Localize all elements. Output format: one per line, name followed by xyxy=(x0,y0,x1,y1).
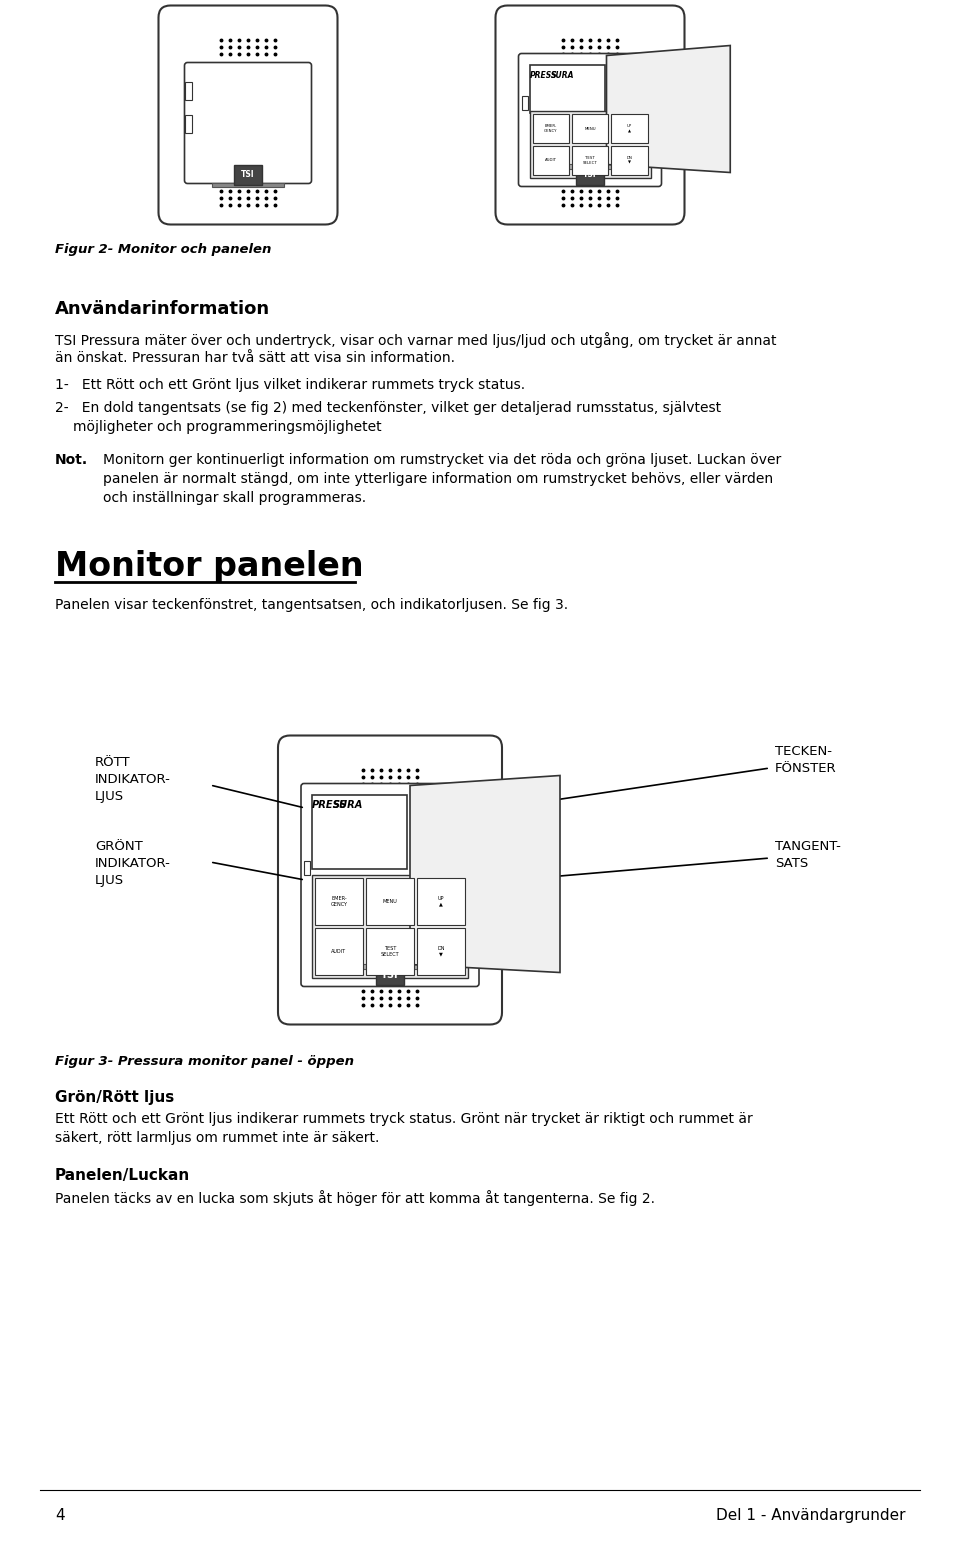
Bar xyxy=(234,164,262,184)
Bar xyxy=(376,964,404,984)
Bar xyxy=(366,878,414,925)
Text: TSI Pressura mäter över och undertryck, visar och varnar med ljus/ljud och utgån: TSI Pressura mäter över och undertryck, … xyxy=(55,332,777,348)
Text: INDIKATOR-: INDIKATOR- xyxy=(95,857,171,870)
Text: säkert, rött larmljus om rummet inte är säkert.: säkert, rött larmljus om rummet inte är … xyxy=(55,1131,379,1145)
Bar xyxy=(521,96,527,110)
Text: UP
▲: UP ▲ xyxy=(438,896,444,907)
Text: 2-   En dold tangentsats (se fig 2) med teckenfönster, vilket ger detaljerad rum: 2- En dold tangentsats (se fig 2) med te… xyxy=(55,402,721,416)
Bar xyxy=(612,114,647,144)
Text: EMER-
GENCY: EMER- GENCY xyxy=(330,896,348,907)
Text: 4: 4 xyxy=(55,1508,64,1523)
Bar xyxy=(184,82,191,100)
Bar xyxy=(366,929,414,975)
Polygon shape xyxy=(410,776,560,972)
Text: LJUS: LJUS xyxy=(95,789,124,803)
Text: Panelen/Luckan: Panelen/Luckan xyxy=(55,1168,190,1183)
Text: Figur 2- Monitor och panelen: Figur 2- Monitor och panelen xyxy=(55,243,272,256)
Text: MENU: MENU xyxy=(383,899,397,904)
Text: PRESS: PRESS xyxy=(312,800,348,811)
Text: DN
▼: DN ▼ xyxy=(626,156,633,164)
Text: PRESS: PRESS xyxy=(530,71,557,80)
Text: TANGENT-: TANGENT- xyxy=(775,840,841,853)
Text: Grön/Rött ljus: Grön/Rött ljus xyxy=(55,1091,175,1105)
Text: SATS: SATS xyxy=(775,857,808,870)
Bar xyxy=(212,182,284,187)
Text: TEST
SELECT: TEST SELECT xyxy=(381,946,399,956)
Text: DN
▼: DN ▼ xyxy=(437,946,444,956)
Text: TECKEN-: TECKEN- xyxy=(775,745,832,759)
Bar xyxy=(312,794,407,870)
Text: Panelen visar teckenfönstret, tangentsatsen, och indikatorljusen. Se fig 3.: Panelen visar teckenfönstret, tangentsat… xyxy=(55,598,568,612)
Bar xyxy=(315,929,363,975)
Text: MENU: MENU xyxy=(585,127,596,131)
FancyBboxPatch shape xyxy=(495,6,684,224)
Bar xyxy=(417,878,465,925)
FancyBboxPatch shape xyxy=(518,54,661,187)
Text: SURA: SURA xyxy=(550,71,574,80)
Polygon shape xyxy=(607,45,731,173)
Text: TSI: TSI xyxy=(583,170,597,179)
Text: 1-   Ett Rött och ett Grönt ljus vilket indikerar rummets tryck status.: 1- Ett Rött och ett Grönt ljus vilket in… xyxy=(55,379,525,392)
Text: AUDIT: AUDIT xyxy=(544,158,557,162)
Bar xyxy=(315,878,363,925)
Text: Ett Rött och ett Grönt ljus indikerar rummets tryck status. Grönt när trycket är: Ett Rött och ett Grönt ljus indikerar ru… xyxy=(55,1112,753,1126)
Text: panelen är normalt stängd, om inte ytterligare information om rumstrycket behövs: panelen är normalt stängd, om inte ytter… xyxy=(103,473,773,487)
Text: Användarinformation: Användarinformation xyxy=(55,300,270,318)
Text: LJUS: LJUS xyxy=(95,874,124,887)
Text: UP
▲: UP ▲ xyxy=(627,125,632,133)
Text: RÖTT: RÖTT xyxy=(95,756,131,769)
Text: möjligheter och programmeringsmöjlighetet: möjligheter och programmeringsmöjlighete… xyxy=(73,420,382,434)
Text: PRESS: PRESS xyxy=(193,71,220,80)
Text: Monitor panelen: Monitor panelen xyxy=(55,550,364,582)
Bar xyxy=(530,65,605,113)
Text: TEST
SELECT: TEST SELECT xyxy=(583,156,597,164)
FancyBboxPatch shape xyxy=(158,6,338,224)
Text: TSI: TSI xyxy=(381,970,398,980)
Bar xyxy=(572,114,609,144)
Bar xyxy=(572,145,609,175)
Text: TSI: TSI xyxy=(241,170,254,179)
Text: Monitorn ger kontinuerligt information om rumstrycket via det röda och gröna lju: Monitorn ger kontinuerligt information o… xyxy=(103,453,781,467)
Bar xyxy=(417,929,465,975)
Bar xyxy=(530,111,651,178)
Text: Not.: Not. xyxy=(55,453,88,467)
Text: EMER-
GENCY: EMER- GENCY xyxy=(544,125,558,133)
Bar xyxy=(335,964,445,969)
Text: Panelen täcks av en lucka som skjuts åt höger för att komma åt tangenterna. Se f: Panelen täcks av en lucka som skjuts åt … xyxy=(55,1190,655,1207)
FancyBboxPatch shape xyxy=(278,735,502,1024)
FancyBboxPatch shape xyxy=(184,62,311,184)
Text: än önskat. Pressuran har två sätt att visa sin information.: än önskat. Pressuran har två sätt att vi… xyxy=(55,351,455,365)
Text: FÖNSTER: FÖNSTER xyxy=(775,762,836,776)
Bar xyxy=(304,861,310,874)
Bar xyxy=(576,164,604,184)
Bar xyxy=(544,164,636,168)
Bar xyxy=(533,114,569,144)
Bar xyxy=(612,145,647,175)
FancyBboxPatch shape xyxy=(301,783,479,987)
Text: SURA: SURA xyxy=(333,800,364,811)
Bar xyxy=(184,114,191,133)
Text: Del 1 - Användargrunder: Del 1 - Användargrunder xyxy=(715,1508,905,1523)
Text: Figur 3- Pressura monitor panel - öppen: Figur 3- Pressura monitor panel - öppen xyxy=(55,1055,354,1068)
Text: SURA: SURA xyxy=(213,71,237,80)
Text: och inställningar skall programmeras.: och inställningar skall programmeras. xyxy=(103,491,366,505)
Bar xyxy=(533,145,569,175)
Bar xyxy=(312,874,468,978)
Text: AUDIT: AUDIT xyxy=(331,949,347,953)
Text: INDIKATOR-: INDIKATOR- xyxy=(95,772,171,786)
Text: GRÖNT: GRÖNT xyxy=(95,840,143,853)
